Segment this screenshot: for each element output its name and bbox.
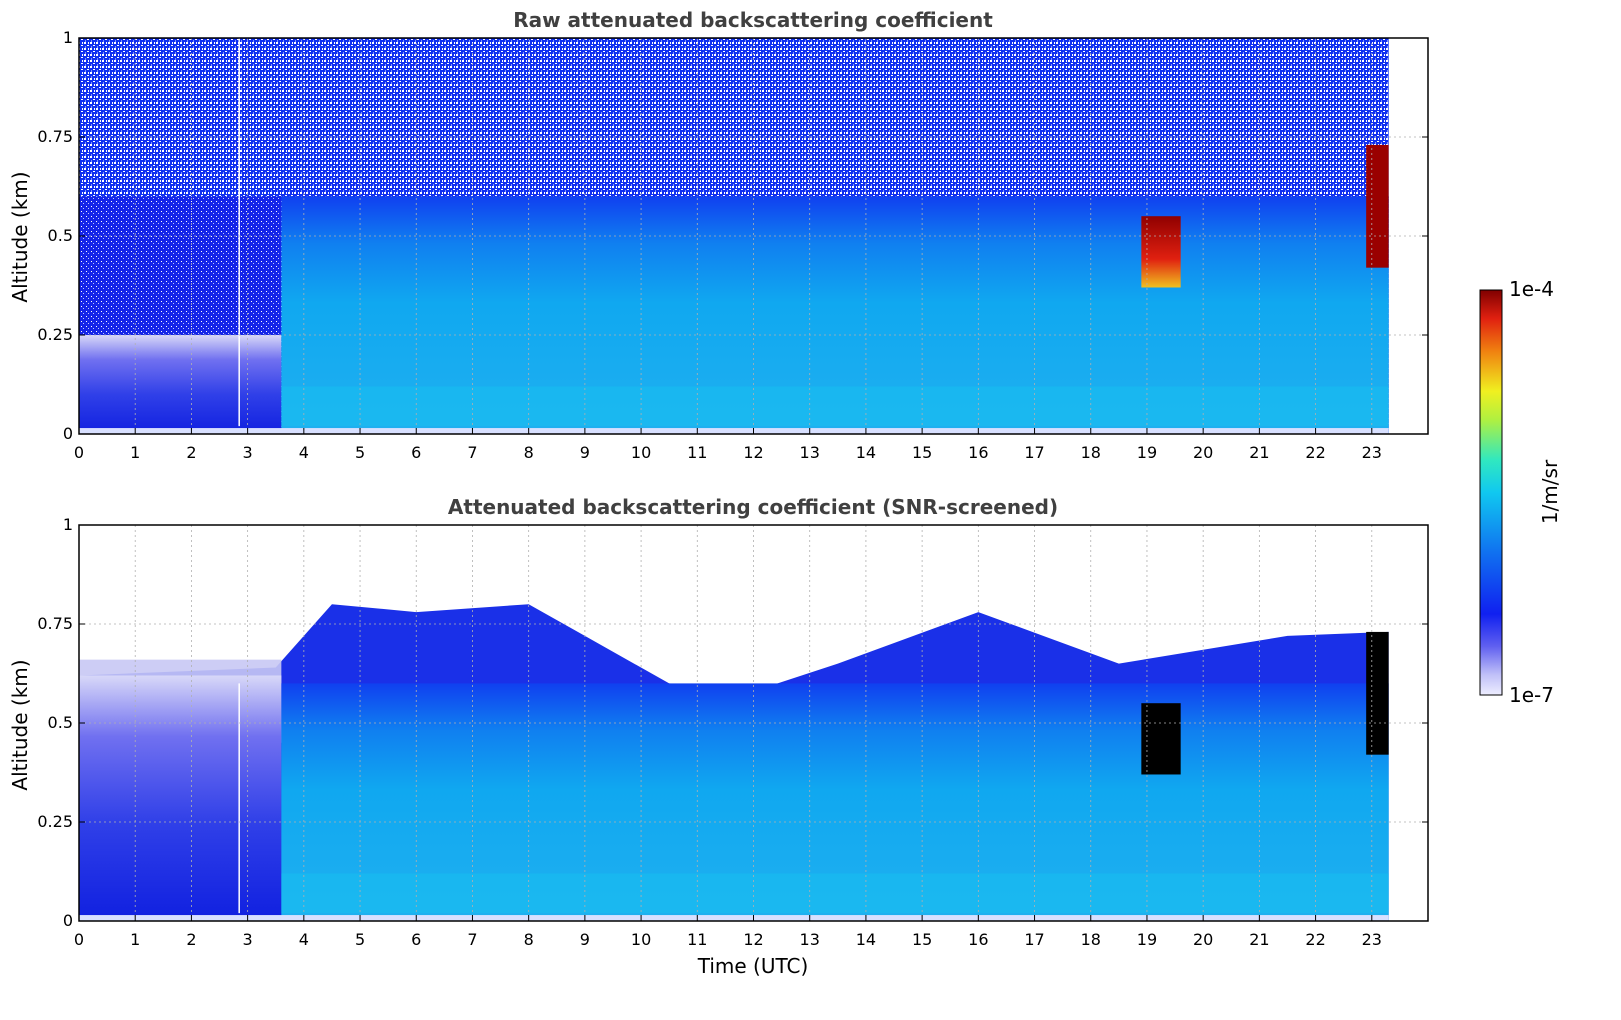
x-tick-label: 3: [243, 443, 253, 462]
panel-screened-title: Attenuated backscattering coefficient (S…: [448, 495, 1058, 519]
panel-raw-x-ticks: 0 1 2 3 4 5 6 7 8 9 10 11 12 13 14 15 16 17 18 19 20 21 22 23: [74, 428, 1382, 462]
x-tick-label: 19: [1137, 443, 1157, 462]
x-tick-label: 13: [800, 930, 820, 949]
x-tick-label: 21: [1249, 443, 1269, 462]
y-tick-label: 0: [63, 911, 73, 930]
x-tick-label: 1: [130, 443, 140, 462]
x-tick-label: 18: [1081, 443, 1101, 462]
x-tick-label: 22: [1305, 443, 1325, 462]
x-tick-label: 23: [1362, 443, 1382, 462]
panel-screened-plot-area: [79, 604, 1389, 921]
x-tick-label: 15: [912, 443, 932, 462]
x-tick-label: 8: [524, 443, 534, 462]
panel-raw-title: Raw attenuated backscattering coefficien…: [513, 8, 993, 32]
x-tick-label: 2: [186, 930, 196, 949]
panel-screened-grid: [79, 525, 1428, 921]
x-tick-label: 9: [580, 930, 590, 949]
y-tick-label: 0.25: [37, 812, 73, 831]
x-tick-label: 1: [130, 930, 140, 949]
x-tick-label: 7: [467, 443, 477, 462]
x-tick-label: 5: [355, 930, 365, 949]
colorbar-unit-label: 1/m/sr: [1538, 459, 1562, 524]
colorbar: 1e-4 1e-7 1/m/sr: [1479, 277, 1562, 707]
panel-raw-y-label: Altitude (km): [8, 171, 32, 302]
panel-screened-x-ticks: 0 1 2 3 4 5 6 7 8 9 10 11 12 13 14 15 16 17 18 19 20 21 22 23: [74, 915, 1382, 949]
x-tick-label: 23: [1362, 930, 1382, 949]
x-tick-label: 3: [243, 930, 253, 949]
y-tick-label: 0.5: [48, 713, 73, 732]
region-cloud-19h: [1141, 216, 1181, 288]
y-tick-label: 0: [63, 424, 73, 443]
x-tick-label: 0: [74, 930, 84, 949]
x-tick-label: 14: [856, 443, 876, 462]
x-tick-label: 9: [580, 443, 590, 462]
region-morning-boundary-layer: [79, 675, 282, 921]
panel-screened-x-label: Time (UTC): [697, 954, 809, 978]
x-tick-label: 11: [687, 930, 707, 949]
region-morning-boundary-layer: [79, 335, 282, 434]
panel-screened: Attenuated backscattering coefficient (S…: [8, 495, 1429, 978]
panel-screened-y-label: Altitude (km): [8, 659, 32, 790]
y-tick-label: 1: [63, 28, 73, 47]
y-tick-label: 1: [63, 515, 73, 534]
colorbar-gradient: [1479, 289, 1503, 696]
x-tick-label: 0: [74, 443, 84, 462]
x-tick-label: 12: [743, 930, 763, 949]
y-tick-label: 0.75: [37, 614, 73, 633]
x-tick-label: 13: [800, 443, 820, 462]
x-tick-label: 6: [411, 443, 421, 462]
x-tick-label: 8: [524, 930, 534, 949]
x-tick-label: 17: [1024, 443, 1044, 462]
surface-blind-zone: [79, 915, 1389, 921]
colorbar-max-label: 1e-4: [1509, 277, 1554, 301]
x-tick-label: 4: [299, 443, 309, 462]
panel-raw-grid: [79, 38, 1428, 434]
x-tick-label: 18: [1081, 930, 1101, 949]
colorbar-min-label: 1e-7: [1509, 683, 1554, 707]
region-cloud-23h: [1366, 631, 1389, 755]
region-cloud-19h: [1141, 703, 1181, 775]
x-tick-label: 22: [1305, 930, 1325, 949]
x-tick-label: 10: [631, 443, 651, 462]
near-surface-band: [281, 386, 1389, 427]
x-tick-label: 20: [1193, 930, 1213, 949]
x-tick-label: 16: [968, 930, 988, 949]
x-tick-label: 6: [411, 930, 421, 949]
x-tick-label: 10: [631, 930, 651, 949]
x-tick-label: 15: [912, 930, 932, 949]
panel-raw: Raw attenuated backscattering coefficien…: [8, 8, 1429, 462]
y-tick-label: 0.75: [37, 127, 73, 146]
panel-screened-y-ticks: 0 0.25 0.5 0.75 1: [37, 515, 1428, 930]
x-tick-label: 12: [743, 443, 763, 462]
x-tick-label: 7: [467, 930, 477, 949]
near-surface-band: [281, 873, 1389, 914]
region-cloud-23h: [1366, 144, 1389, 268]
y-tick-label: 0.25: [37, 325, 73, 344]
panel-raw-y-ticks: 0 0.25 0.5 0.75 1: [37, 28, 1428, 443]
x-tick-label: 11: [687, 443, 707, 462]
x-tick-label: 21: [1249, 930, 1269, 949]
x-tick-label: 17: [1024, 930, 1044, 949]
x-tick-label: 14: [856, 930, 876, 949]
x-tick-label: 20: [1193, 443, 1213, 462]
x-tick-label: 2: [186, 443, 196, 462]
x-tick-label: 19: [1137, 930, 1157, 949]
x-tick-label: 4: [299, 930, 309, 949]
surface-blind-zone: [79, 428, 1389, 434]
y-tick-label: 0.5: [48, 226, 73, 245]
x-tick-label: 16: [968, 443, 988, 462]
x-tick-label: 5: [355, 443, 365, 462]
